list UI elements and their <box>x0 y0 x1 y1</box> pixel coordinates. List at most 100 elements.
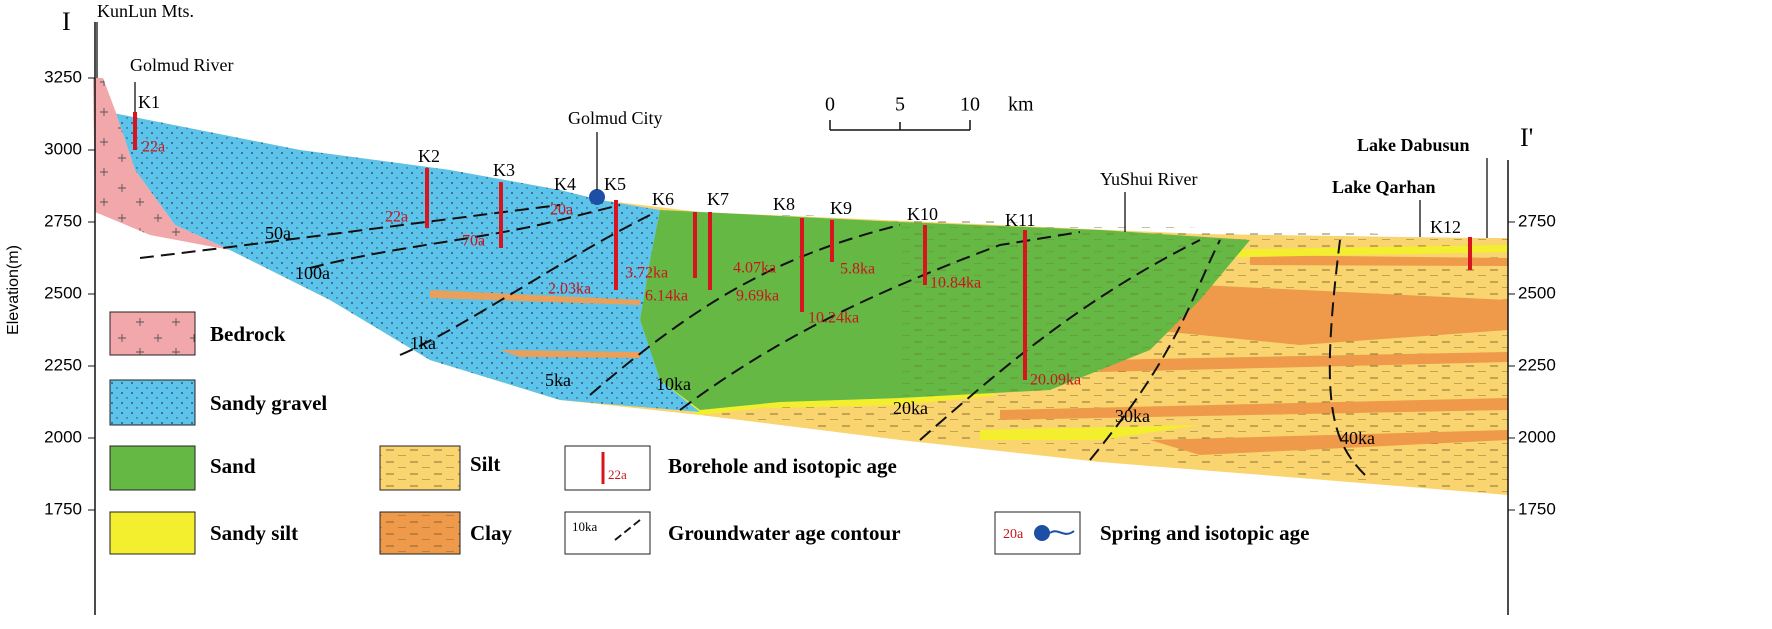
axis-label: Elevation(m) <box>5 245 22 335</box>
contour-line <box>679 231 1081 411</box>
scale-tick-label: 10 <box>960 94 980 116</box>
borehole-age: 4.07ka <box>733 260 776 277</box>
contour-label: 100a <box>295 263 330 283</box>
borehole-age: 6.14ka <box>645 288 688 305</box>
sand-pattern <box>900 222 1250 398</box>
borehole-id: K11 <box>1005 210 1035 230</box>
y-tick-label: 3250 <box>44 67 82 86</box>
y-tick-label: 2750 <box>1518 211 1556 230</box>
place-label: Golmud River <box>130 55 234 75</box>
legend-swatch <box>109 445 196 491</box>
legend-icon-text: 10ka <box>572 519 598 534</box>
legend-label: Spring and isotopic age <box>1100 521 1309 545</box>
contour-line <box>589 224 901 396</box>
legend-label: Bedrock <box>210 322 286 346</box>
legend-spring-tail <box>1049 530 1075 535</box>
place-label: Lake Dabusun <box>1357 135 1470 155</box>
legend-swatch <box>109 311 196 356</box>
borehole-age: 9.69ka <box>736 288 779 305</box>
contour-label: 5ka <box>545 370 571 390</box>
legend-swatch <box>109 379 196 426</box>
contour-labels: 50a 100a 1ka 5ka 10ka 20ka 30ka 40ka <box>265 223 1375 448</box>
legend-contour <box>614 519 641 541</box>
place-label: KunLun Mts. <box>97 1 194 21</box>
borehole-id: K9 <box>830 198 852 218</box>
y-tick-label: 2500 <box>1518 283 1556 302</box>
contour-line <box>1328 239 1366 476</box>
legend-swatch <box>379 445 461 491</box>
legend-swatch <box>564 511 651 555</box>
spring-age: 20a <box>550 202 573 219</box>
place-label: Golmud City <box>568 108 663 128</box>
borehole-labels: K1 22a K2 22a K3 70a K4 20a K5 2.03ka K6… <box>138 92 1461 389</box>
legend-swatch <box>379 511 461 555</box>
legend-label: Sandy gravel <box>210 391 327 415</box>
borehole-age: 5.8ka <box>840 261 875 278</box>
borehole-id: K8 <box>773 194 795 214</box>
y-tick-label: 2250 <box>44 355 82 374</box>
spring <box>589 189 605 205</box>
section-end-label: I <box>62 7 71 36</box>
scale-unit: km <box>1008 94 1034 116</box>
y-tick-label: 2000 <box>1518 427 1556 446</box>
y-tick-label: 2000 <box>44 427 82 446</box>
legend-swatch <box>564 445 651 491</box>
legend <box>109 311 1081 555</box>
contour-label: 1ka <box>410 333 436 353</box>
y-tick-label: 2750 <box>44 211 82 230</box>
borehole-age: 22a <box>385 209 408 226</box>
scale-bar: km 0 5 10 <box>825 94 1034 131</box>
borehole-age: 70a <box>462 233 485 250</box>
borehole-age: 10.24ka <box>808 310 859 327</box>
borehole-id: K12 <box>1430 217 1461 237</box>
borehole-age: 22a <box>142 139 165 156</box>
section-end-label: I' <box>1520 123 1533 152</box>
borehole-id: K5 <box>604 174 626 194</box>
contour-label: 20ka <box>893 398 928 418</box>
legend-label: Silt <box>470 452 500 476</box>
place-label: Lake Qarhan <box>1332 177 1436 197</box>
axis-ticks: 3250 3000 2750 2500 2250 2000 1750 2750 2500 2250… <box>44 67 1556 518</box>
legend-label: Sandy silt <box>210 521 298 545</box>
borehole-age: 20.09ka <box>1030 372 1081 389</box>
contour-line <box>1089 239 1221 461</box>
scale-tick-label: 0 <box>825 94 835 116</box>
bedrock-pattern <box>93 78 230 250</box>
borehole-age: 2.03ka <box>548 281 591 298</box>
legend-icon-text: 22a <box>608 467 627 482</box>
borehole-id: K7 <box>707 189 729 209</box>
contours <box>139 204 1366 476</box>
borehole-id: K6 <box>652 189 674 209</box>
contour-label: 30ka <box>1115 406 1150 426</box>
places <box>96 22 1488 238</box>
legend-swatch <box>109 511 196 555</box>
borehole-age: 10.84ka <box>930 275 981 292</box>
boreholes <box>133 112 1472 380</box>
borehole-id: K1 <box>138 92 160 112</box>
borehole-id: K4 <box>554 174 576 194</box>
contour-line <box>309 204 621 269</box>
contour-label: 10ka <box>656 374 691 394</box>
borehole-age: 3.72ka <box>625 265 668 282</box>
y-tick-label: 3000 <box>44 139 82 158</box>
contour-line <box>399 214 651 356</box>
borehole-id: K3 <box>493 160 515 180</box>
contour-label: 50a <box>265 223 291 243</box>
contour-line <box>919 239 1201 441</box>
borehole-id: K2 <box>418 146 440 166</box>
y-tick-label: 1750 <box>44 499 82 518</box>
legend-icon-text: 20a <box>1003 527 1024 542</box>
borehole-id: K10 <box>907 204 938 224</box>
place-label: YuShui River <box>1100 169 1198 189</box>
contour-label: 40ka <box>1340 428 1375 448</box>
legend-label: Groundwater age contour <box>668 521 901 545</box>
y-tick-label: 1750 <box>1518 499 1556 518</box>
legend-spring <box>1034 525 1050 541</box>
scale-line <box>829 120 971 131</box>
y-tick-label: 2250 <box>1518 355 1556 374</box>
y-tick-label: 2500 <box>44 283 82 302</box>
legend-label: Sand <box>210 454 256 478</box>
clay-lens <box>430 290 640 358</box>
legend-label: Clay <box>470 521 513 545</box>
